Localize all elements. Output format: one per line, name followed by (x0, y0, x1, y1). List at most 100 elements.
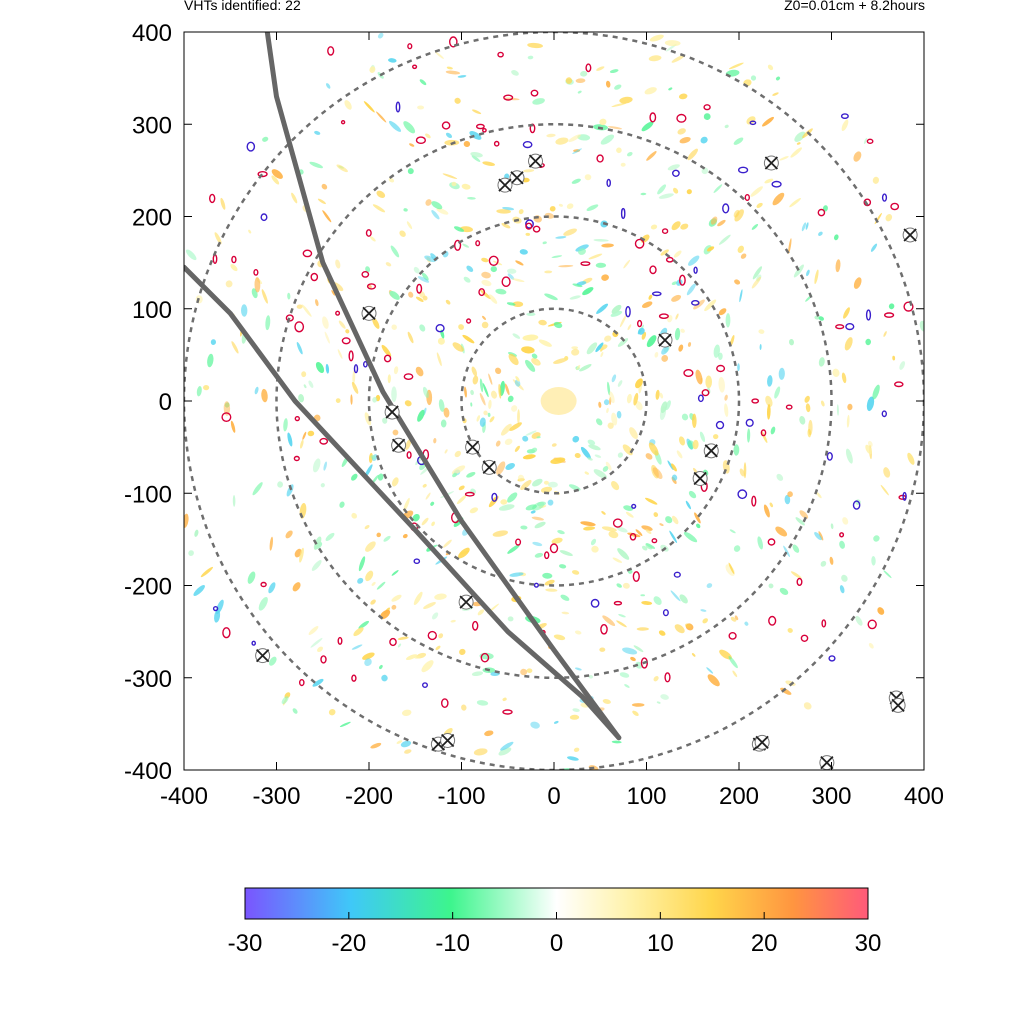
updraft-contour (422, 682, 429, 688)
echo-cell (419, 79, 427, 86)
echo-cell (584, 471, 589, 475)
echo-cell (691, 413, 697, 428)
echo-cell (616, 620, 627, 628)
updraft-contour (658, 313, 669, 320)
echo-cell (543, 480, 549, 485)
echo-cell (323, 461, 327, 471)
echo-cell (671, 474, 678, 481)
echo-cell (517, 409, 520, 425)
echo-cell (286, 484, 294, 497)
echo-cell (561, 611, 570, 615)
echo-cell (328, 709, 336, 716)
updraft-contour (365, 229, 372, 237)
updraft-contour (293, 455, 300, 462)
echo-cell (308, 380, 314, 388)
echo-cell (254, 386, 259, 395)
echo-cell (534, 521, 546, 529)
echo-cell (431, 210, 440, 220)
echo-cell (657, 184, 667, 195)
echo-cell (530, 721, 540, 729)
echo-cell (641, 601, 653, 605)
vht-marker-cross (820, 755, 834, 770)
vht-count-label: VHTs identified: 22 (184, 0, 301, 13)
echo-cell (184, 513, 189, 528)
echo-cell (602, 699, 611, 704)
echo-cell (681, 413, 689, 421)
echo-cell (364, 525, 370, 530)
x-tick-label: 200 (719, 783, 759, 810)
echo-cell (732, 670, 738, 678)
echo-cell (841, 372, 847, 384)
echo-cell (258, 596, 268, 611)
updraft-contour (636, 319, 643, 328)
echo-cell (870, 243, 878, 252)
echo-cell (635, 529, 643, 536)
echo-cell (477, 609, 485, 616)
colorbar-tick-label: -30 (228, 930, 263, 957)
range-ring-200 (367, 215, 741, 587)
echo-cell (595, 418, 603, 426)
echo-cell (488, 294, 498, 304)
reflectivity-field (184, 32, 924, 770)
echo-cell (865, 444, 872, 455)
echo-cell (542, 572, 553, 579)
echo-cell (620, 162, 626, 167)
echo-cell (403, 208, 408, 212)
echo-cell (437, 337, 445, 345)
echo-cell (557, 530, 565, 535)
echo-cell (351, 644, 363, 650)
echo-cell (313, 536, 322, 550)
echo-cell (472, 375, 479, 385)
echo-cell (571, 348, 580, 356)
echo-cell (764, 178, 774, 184)
echo-cell (296, 304, 303, 309)
echo-cell (370, 455, 376, 460)
updraft-contour (416, 283, 423, 294)
echo-cell (567, 756, 579, 761)
echo-cell (832, 368, 840, 377)
echo-cell (443, 407, 450, 418)
vht-marker-cross (459, 595, 473, 609)
echo-cell (415, 296, 424, 302)
updraft-contour (475, 240, 481, 247)
echo-cell (301, 371, 307, 378)
echo-cell (713, 344, 720, 358)
echo-cell (576, 364, 581, 370)
echo-cell (317, 198, 326, 205)
echo-cell (388, 177, 395, 183)
echo-cell (488, 399, 492, 410)
echo-cell (706, 667, 714, 674)
echo-cell (518, 209, 524, 215)
updraft-contour (475, 123, 485, 130)
echo-cell (733, 209, 740, 218)
echo-cell (502, 697, 507, 701)
echo-cell (692, 439, 699, 450)
echo-cell (351, 512, 358, 519)
echo-cell (694, 512, 701, 524)
echo-cell (750, 186, 763, 197)
updraft-contour (327, 46, 335, 56)
colorbar-tick-label: 30 (855, 930, 882, 957)
echo-cell (381, 344, 392, 357)
echo-cell (648, 55, 662, 62)
echo-cell (691, 653, 696, 657)
echo-cell (739, 468, 745, 477)
echo-cell (724, 394, 728, 401)
echo-cell (230, 420, 236, 433)
updraft-contour (497, 51, 504, 58)
echo-cell (532, 98, 545, 105)
updraft-contour (366, 283, 377, 290)
updraft-contour (440, 698, 449, 708)
echo-cell (600, 347, 604, 352)
echo-cell (358, 556, 366, 572)
updraft-contour (362, 360, 368, 368)
echo-cell (645, 528, 652, 534)
echo-cell (752, 266, 763, 280)
echo-cell (654, 351, 659, 358)
updraft-contour (701, 389, 710, 397)
updraft-contour (828, 655, 836, 662)
echo-cell (751, 276, 762, 289)
echo-cell (841, 574, 848, 582)
updraft-contour (413, 558, 421, 565)
updraft-contour (745, 418, 754, 427)
